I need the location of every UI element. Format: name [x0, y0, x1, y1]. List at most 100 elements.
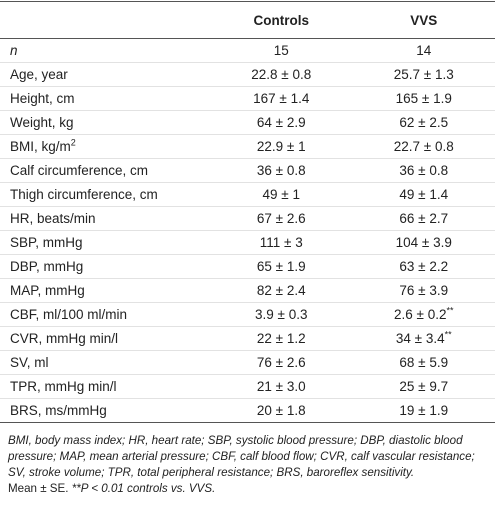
value-cell: 62 ± 2.5 — [353, 111, 495, 135]
cell-text: Thigh circumference, cm — [10, 187, 158, 202]
cell-text: 22.7 ± 0.8 — [394, 139, 454, 154]
data-table: Controls VVS n 15 14 Age, year 22.8 ± 0.8 25.7… — [0, 1, 495, 423]
cell-text: 25 ± 9.7 — [399, 379, 448, 394]
cell-text: 22.9 ± 1 — [257, 139, 306, 154]
row-label: BMI, kg/m2 — [0, 135, 210, 159]
cell-text: 49 ± 1.4 — [399, 187, 448, 202]
row-label: HR, beats/min — [0, 207, 210, 231]
column-header: Controls — [210, 2, 353, 39]
cell-text: HR, beats/min — [10, 211, 96, 226]
cell-superscript: ** — [445, 330, 452, 340]
value-cell: 25 ± 9.7 — [353, 375, 495, 399]
cell-text: 66 ± 2.7 — [399, 211, 448, 226]
mean-note: Mean ± SE. — [8, 482, 69, 495]
value-cell: 21 ± 3.0 — [210, 375, 353, 399]
value-cell: 64 ± 2.9 — [210, 111, 353, 135]
cell-text: Height, cm — [10, 91, 75, 106]
cell-text: 14 — [416, 43, 431, 58]
cell-text: 62 ± 2.5 — [399, 115, 448, 130]
table-row: Weight, kg 64 ± 2.9 62 ± 2.5 — [0, 111, 495, 135]
cell-text: TPR, mmHg min/l — [10, 379, 117, 394]
row-label: Weight, kg — [0, 111, 210, 135]
value-cell: 22.8 ± 0.8 — [210, 63, 353, 87]
cell-text: 19 ± 1.9 — [399, 403, 448, 418]
cell-superscript: ** — [446, 306, 453, 316]
cell-text: 36 ± 0.8 — [399, 163, 448, 178]
cell-text: 49 ± 1 — [263, 187, 300, 202]
cell-text: VVS — [410, 13, 437, 28]
row-label: TPR, mmHg min/l — [0, 375, 210, 399]
table-row: Height, cm 167 ± 1.4 165 ± 1.9 — [0, 87, 495, 111]
value-cell: 3.9 ± 0.3 — [210, 303, 353, 327]
cell-text: n — [10, 43, 18, 58]
table-row: HR, beats/min 67 ± 2.6 66 ± 2.7 — [0, 207, 495, 231]
table-row: SV, ml 76 ± 2.6 68 ± 5.9 — [0, 351, 495, 375]
cell-text: BRS, ms/mmHg — [10, 403, 107, 418]
cell-text: BMI, kg/m — [10, 139, 71, 154]
cell-text: MAP, mmHg — [10, 283, 85, 298]
cell-text: SBP, mmHg — [10, 235, 83, 250]
significance-note: **P < 0.01 controls vs. VVS. — [72, 482, 216, 495]
cell-text: DBP, mmHg — [10, 259, 83, 274]
cell-text: 65 ± 1.9 — [257, 259, 306, 274]
cell-text: 36 ± 0.8 — [257, 163, 306, 178]
column-header: VVS — [353, 2, 495, 39]
value-cell: 25.7 ± 1.3 — [353, 63, 495, 87]
cell-text: 3.9 ± 0.3 — [255, 307, 307, 322]
header-row: Controls VVS — [0, 2, 495, 39]
value-cell: 15 — [210, 39, 353, 63]
cell-text: 20 ± 1.8 — [257, 403, 306, 418]
row-label: BRS, ms/mmHg — [0, 399, 210, 423]
value-cell: 36 ± 0.8 — [353, 159, 495, 183]
value-cell: 65 ± 1.9 — [210, 255, 353, 279]
cell-text: Calf circumference, cm — [10, 163, 148, 178]
value-cell: 76 ± 3.9 — [353, 279, 495, 303]
row-label: CVR, mmHg min/l — [0, 327, 210, 351]
value-cell: 167 ± 1.4 — [210, 87, 353, 111]
cell-text: 167 ± 1.4 — [253, 91, 309, 106]
cell-text: Weight, kg — [10, 115, 74, 130]
value-cell: 165 ± 1.9 — [353, 87, 495, 111]
table-row: CBF, ml/100 ml/min 3.9 ± 0.3 2.6 ± 0.2** — [0, 303, 495, 327]
cell-text: 165 ± 1.9 — [396, 91, 452, 106]
value-cell: 19 ± 1.9 — [353, 399, 495, 423]
table-row: DBP, mmHg 65 ± 1.9 63 ± 2.2 — [0, 255, 495, 279]
cell-text: CBF, ml/100 ml/min — [10, 307, 127, 322]
value-cell: 20 ± 1.8 — [210, 399, 353, 423]
footnote: BMI, body mass index; HR, heart rate; SB… — [0, 423, 495, 497]
value-cell: 2.6 ± 0.2** — [353, 303, 495, 327]
value-cell: 49 ± 1 — [210, 183, 353, 207]
abbreviations: BMI, body mass index; HR, heart rate; SB… — [8, 434, 475, 479]
table-row: MAP, mmHg 82 ± 2.4 76 ± 3.9 — [0, 279, 495, 303]
row-label: Height, cm — [0, 87, 210, 111]
value-cell: 49 ± 1.4 — [353, 183, 495, 207]
cell-text: 76 ± 2.6 — [257, 355, 306, 370]
value-cell: 34 ± 3.4** — [353, 327, 495, 351]
cell-text: 63 ± 2.2 — [399, 259, 448, 274]
cell-text: CVR, mmHg min/l — [10, 331, 118, 346]
cell-text: Age, year — [10, 67, 68, 82]
cell-text: 68 ± 5.9 — [399, 355, 448, 370]
cell-text: 67 ± 2.6 — [257, 211, 306, 226]
row-label: CBF, ml/100 ml/min — [0, 303, 210, 327]
cell-text: 34 ± 3.4 — [396, 331, 445, 346]
cell-text: 82 ± 2.4 — [257, 283, 306, 298]
cell-superscript: 2 — [71, 138, 76, 148]
table-row: Thigh circumference, cm 49 ± 1 49 ± 1.4 — [0, 183, 495, 207]
value-cell: 104 ± 3.9 — [353, 231, 495, 255]
row-label: SBP, mmHg — [0, 231, 210, 255]
cell-text: Controls — [254, 13, 310, 28]
table-row: Age, year 22.8 ± 0.8 25.7 ± 1.3 — [0, 63, 495, 87]
value-cell: 22 ± 1.2 — [210, 327, 353, 351]
value-cell: 76 ± 2.6 — [210, 351, 353, 375]
cell-text: 76 ± 3.9 — [399, 283, 448, 298]
column-header — [0, 2, 210, 39]
table-row: BRS, ms/mmHg 20 ± 1.8 19 ± 1.9 — [0, 399, 495, 423]
cell-text: 22.8 ± 0.8 — [251, 67, 311, 82]
cell-text: 104 ± 3.9 — [396, 235, 452, 250]
cell-text: SV, ml — [10, 355, 49, 370]
row-label: n — [0, 39, 210, 63]
cell-text: 25.7 ± 1.3 — [394, 67, 454, 82]
